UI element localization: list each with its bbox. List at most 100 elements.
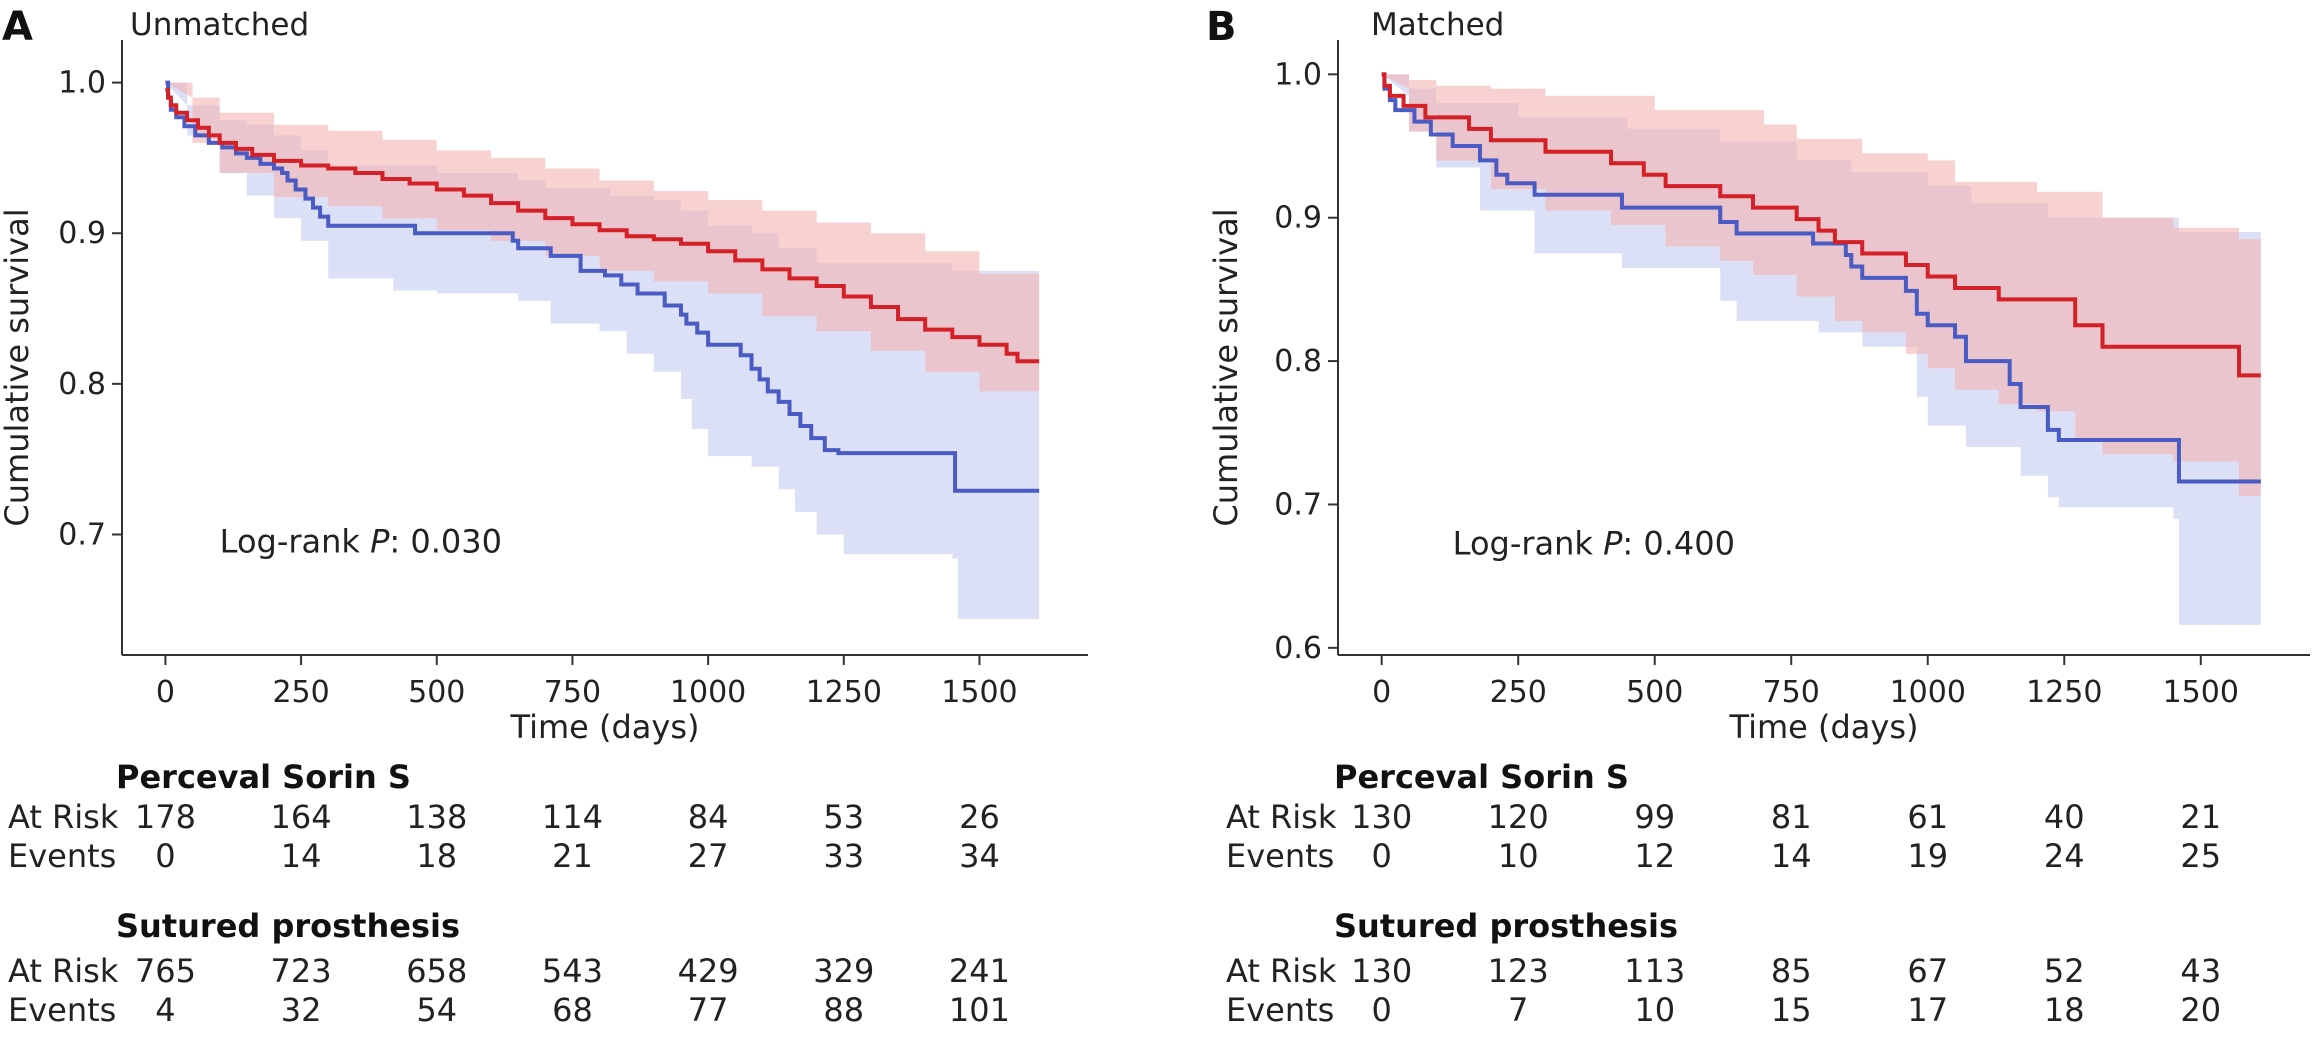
risk-value: 658	[406, 952, 467, 990]
risk-value: 53	[823, 798, 864, 836]
x-tick-label: 500	[1626, 675, 1683, 710]
risk-value: 114	[542, 798, 603, 836]
risk-value: 4	[155, 991, 175, 1029]
log-rank-annotation: Log-rank P: 0.400	[1453, 525, 1735, 563]
risk-row-label: Events	[8, 991, 116, 1029]
x-tick-label: 250	[1490, 675, 1547, 710]
risk-value: 85	[1771, 952, 1812, 990]
y-tick-label: 1.0	[58, 66, 106, 101]
risk-value: 429	[678, 952, 739, 990]
risk-value: 130	[1351, 798, 1412, 836]
risk-value: 120	[1488, 798, 1549, 836]
risk-value: 25	[2180, 837, 2221, 875]
y-axis-title: Cumulative survival	[0, 208, 36, 526]
x-tick-label: 1500	[2163, 675, 2239, 710]
km-curve-perceval	[165, 80, 1040, 493]
risk-row-label: Events	[1226, 837, 1334, 875]
risk-value: 84	[688, 798, 729, 836]
risk-table-heading: Sutured prosthesis	[1334, 907, 1678, 945]
x-tick-label: 0	[156, 675, 175, 710]
x-tick-label: 500	[408, 675, 465, 710]
risk-row-label: At Risk	[8, 798, 119, 836]
risk-value: 723	[271, 952, 332, 990]
y-tick-label: 0.9	[1274, 201, 1322, 236]
risk-value: 26	[959, 798, 1000, 836]
risk-value: 123	[1488, 952, 1549, 990]
risk-value: 43	[2180, 952, 2221, 990]
ci-band-sutured	[165, 82, 1040, 414]
risk-value: 21	[552, 837, 593, 875]
risk-value: 164	[271, 798, 332, 836]
panel-letter: B	[1206, 4, 1237, 50]
risk-value: 138	[406, 798, 467, 836]
risk-value: 52	[2044, 952, 2085, 990]
y-tick-label: 0.7	[1274, 487, 1322, 522]
risk-value: 68	[552, 991, 593, 1029]
x-axis-title: Time (days)	[510, 708, 700, 746]
x-tick-label: 250	[272, 675, 329, 710]
risk-row-label: At Risk	[8, 952, 119, 990]
y-tick-label: 0.8	[1274, 344, 1322, 379]
risk-value: 14	[281, 837, 322, 875]
x-tick-label: 1000	[1890, 675, 1966, 710]
risk-value: 12	[1634, 837, 1675, 875]
risk-value: 0	[155, 837, 175, 875]
y-tick-label: 0.9	[58, 216, 106, 251]
risk-value: 14	[1771, 837, 1812, 875]
risk-value: 17	[1907, 991, 1948, 1029]
risk-table-heading: Sutured prosthesis	[116, 907, 460, 945]
risk-value: 33	[823, 837, 864, 875]
risk-value: 34	[959, 837, 1000, 875]
panel-letter: A	[2, 4, 33, 50]
risk-value: 40	[2044, 798, 2085, 836]
ci-band-sutured	[1381, 74, 2261, 496]
risk-value: 67	[1907, 952, 1948, 990]
risk-value: 81	[1771, 798, 1812, 836]
risk-value: 18	[416, 837, 457, 875]
risk-value: 113	[1624, 952, 1685, 990]
y-tick-label: 1.0	[1274, 57, 1322, 92]
risk-row-label: Events	[1226, 991, 1334, 1029]
y-tick-label: 0.6	[1274, 631, 1322, 666]
panel-a: A Unmatched 0 250 500 750 1000 1250 1500 1.0 0.9 0.…	[0, 4, 1088, 1029]
risk-value: 101	[949, 991, 1010, 1029]
risk-value: 329	[813, 952, 874, 990]
y-axis-title: Cumulative survival	[1207, 208, 1245, 526]
risk-value: 32	[281, 991, 322, 1029]
risk-value: 99	[1634, 798, 1675, 836]
risk-value: 543	[542, 952, 603, 990]
risk-value: 61	[1907, 798, 1948, 836]
risk-row-label: At Risk	[1226, 952, 1337, 990]
x-tick-label: 1500	[941, 675, 1017, 710]
risk-value: 0	[1372, 837, 1392, 875]
risk-value: 765	[135, 952, 196, 990]
x-tick-label: 1250	[2026, 675, 2102, 710]
risk-value: 88	[823, 991, 864, 1029]
risk-value: 27	[688, 837, 729, 875]
risk-value: 130	[1351, 952, 1412, 990]
km-curve-sutured	[1381, 72, 2261, 378]
risk-value: 19	[1907, 837, 1948, 875]
panel-title: Matched	[1371, 7, 1504, 43]
risk-value: 7	[1508, 991, 1528, 1029]
y-tick-label: 0.8	[58, 367, 106, 402]
x-axis-title: Time (days)	[1729, 708, 1919, 746]
x-tick-label: 0	[1372, 675, 1391, 710]
risk-value: 10	[1498, 837, 1539, 875]
risk-value: 20	[2180, 991, 2221, 1029]
risk-value: 21	[2180, 798, 2221, 836]
risk-table-heading: Perceval Sorin S	[1334, 758, 1629, 796]
risk-table-heading: Perceval Sorin S	[116, 758, 411, 796]
km-curve-sutured	[165, 88, 1040, 364]
risk-value: 241	[949, 952, 1010, 990]
risk-value: 54	[416, 991, 457, 1029]
y-tick-label: 0.7	[58, 517, 106, 552]
panel-title: Unmatched	[130, 7, 309, 43]
x-tick-label: 1000	[670, 675, 746, 710]
risk-row-label: At Risk	[1226, 798, 1337, 836]
risk-value: 0	[1372, 991, 1392, 1029]
x-tick-label: 750	[1763, 675, 1820, 710]
risk-row-label: Events	[8, 837, 116, 875]
